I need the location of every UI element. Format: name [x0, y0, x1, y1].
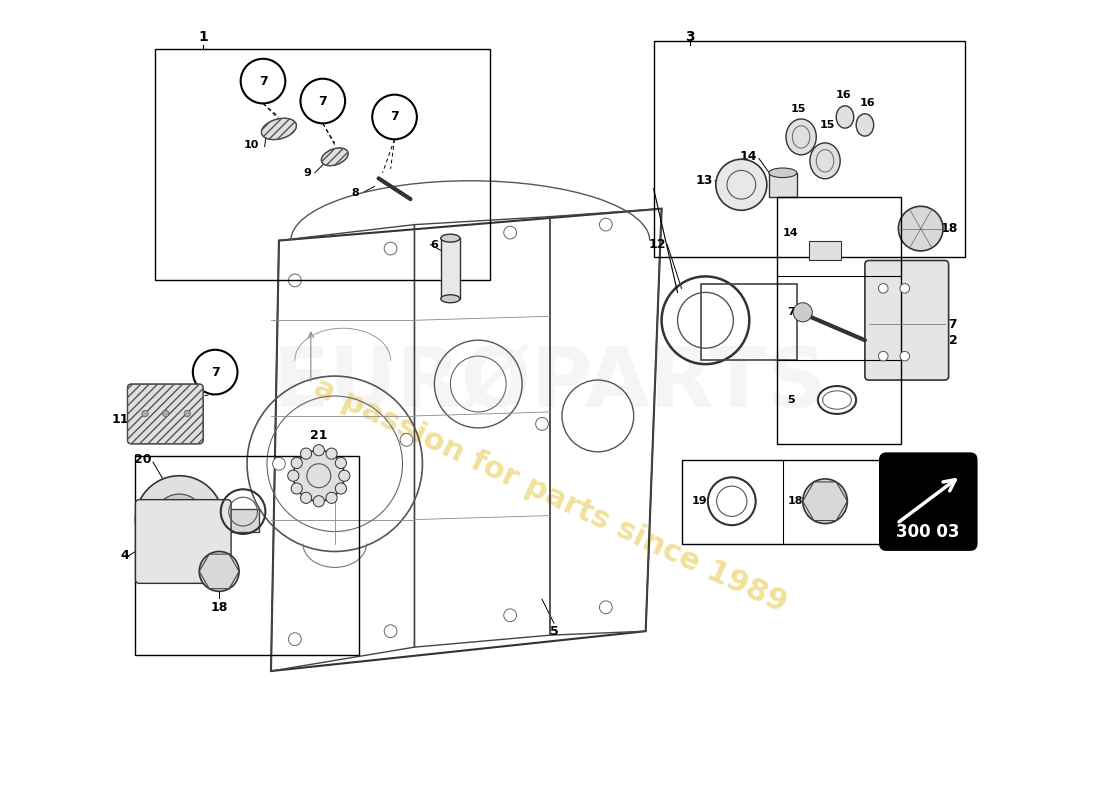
- Circle shape: [288, 470, 299, 482]
- Text: 14: 14: [740, 150, 757, 163]
- Text: 7: 7: [786, 307, 794, 318]
- Circle shape: [600, 218, 613, 231]
- Text: 7: 7: [318, 94, 327, 107]
- Text: 5: 5: [786, 395, 794, 405]
- Circle shape: [300, 492, 311, 503]
- Text: 5: 5: [550, 625, 559, 638]
- Circle shape: [288, 633, 301, 646]
- Circle shape: [900, 351, 910, 361]
- Text: 300 03: 300 03: [896, 522, 959, 541]
- Bar: [653, 42, 965, 257]
- Text: EURØPARTS: EURØPARTS: [273, 343, 827, 425]
- Text: 15: 15: [820, 120, 835, 130]
- Circle shape: [336, 458, 346, 469]
- Text: 7: 7: [258, 74, 267, 88]
- Circle shape: [400, 434, 412, 446]
- Bar: [769, 173, 798, 197]
- Text: 6: 6: [430, 239, 438, 250]
- FancyBboxPatch shape: [865, 261, 948, 380]
- Ellipse shape: [810, 143, 840, 178]
- Circle shape: [384, 242, 397, 255]
- Circle shape: [384, 625, 397, 638]
- Text: 1: 1: [198, 30, 208, 44]
- Bar: [778, 197, 901, 444]
- Circle shape: [154, 494, 205, 545]
- Text: 18: 18: [210, 601, 228, 614]
- Ellipse shape: [321, 148, 348, 166]
- Text: 3: 3: [684, 30, 694, 44]
- Text: 18: 18: [788, 496, 803, 506]
- Text: 13: 13: [696, 174, 714, 187]
- Bar: [441, 238, 460, 298]
- Ellipse shape: [836, 106, 854, 128]
- Text: 17: 17: [940, 318, 958, 330]
- Text: 16: 16: [859, 98, 876, 109]
- Text: 21: 21: [310, 430, 328, 442]
- FancyBboxPatch shape: [880, 454, 977, 550]
- Circle shape: [793, 302, 812, 322]
- Circle shape: [135, 476, 223, 563]
- Text: 4: 4: [120, 549, 129, 562]
- Circle shape: [339, 470, 350, 482]
- Circle shape: [273, 458, 285, 470]
- Bar: [155, 50, 491, 281]
- Circle shape: [300, 448, 311, 459]
- Bar: [135, 456, 359, 655]
- Bar: [682, 460, 884, 543]
- Circle shape: [326, 492, 337, 503]
- Text: 16: 16: [836, 90, 851, 101]
- Circle shape: [326, 448, 337, 459]
- Text: 10: 10: [243, 140, 258, 150]
- Circle shape: [600, 601, 613, 614]
- Circle shape: [879, 351, 888, 361]
- Text: 7: 7: [211, 366, 220, 378]
- Circle shape: [294, 450, 344, 502]
- Circle shape: [900, 284, 910, 293]
- Ellipse shape: [769, 168, 796, 178]
- Circle shape: [314, 496, 324, 507]
- Text: 11: 11: [111, 414, 129, 426]
- Circle shape: [536, 418, 549, 430]
- Text: a passion for parts since 1989: a passion for parts since 1989: [309, 373, 791, 618]
- Text: 19: 19: [190, 485, 207, 498]
- Text: 8: 8: [351, 188, 359, 198]
- Circle shape: [292, 458, 302, 469]
- Circle shape: [163, 410, 169, 417]
- Bar: [702, 285, 798, 360]
- Text: 18: 18: [940, 222, 958, 235]
- Circle shape: [504, 609, 517, 622]
- Text: 7: 7: [390, 110, 399, 123]
- Text: 2: 2: [948, 334, 957, 346]
- Circle shape: [716, 159, 767, 210]
- FancyBboxPatch shape: [135, 500, 231, 583]
- Text: 9: 9: [302, 168, 311, 178]
- Circle shape: [288, 274, 301, 286]
- Text: 19: 19: [692, 496, 707, 506]
- Ellipse shape: [786, 119, 816, 155]
- Circle shape: [336, 483, 346, 494]
- FancyBboxPatch shape: [128, 384, 204, 444]
- Ellipse shape: [856, 114, 873, 136]
- Circle shape: [314, 445, 324, 456]
- Ellipse shape: [262, 118, 297, 140]
- Circle shape: [142, 410, 148, 417]
- Bar: [216, 510, 258, 531]
- Text: 15: 15: [791, 104, 806, 114]
- Ellipse shape: [441, 294, 460, 302]
- Circle shape: [184, 410, 190, 417]
- Text: 20: 20: [134, 454, 152, 466]
- Ellipse shape: [441, 234, 460, 242]
- Text: 12: 12: [648, 238, 666, 251]
- Circle shape: [199, 551, 239, 591]
- Circle shape: [899, 206, 943, 251]
- Text: 14: 14: [783, 227, 799, 238]
- Circle shape: [879, 284, 888, 293]
- Circle shape: [803, 479, 847, 523]
- Bar: [810, 241, 842, 261]
- Circle shape: [504, 226, 517, 239]
- Circle shape: [292, 483, 302, 494]
